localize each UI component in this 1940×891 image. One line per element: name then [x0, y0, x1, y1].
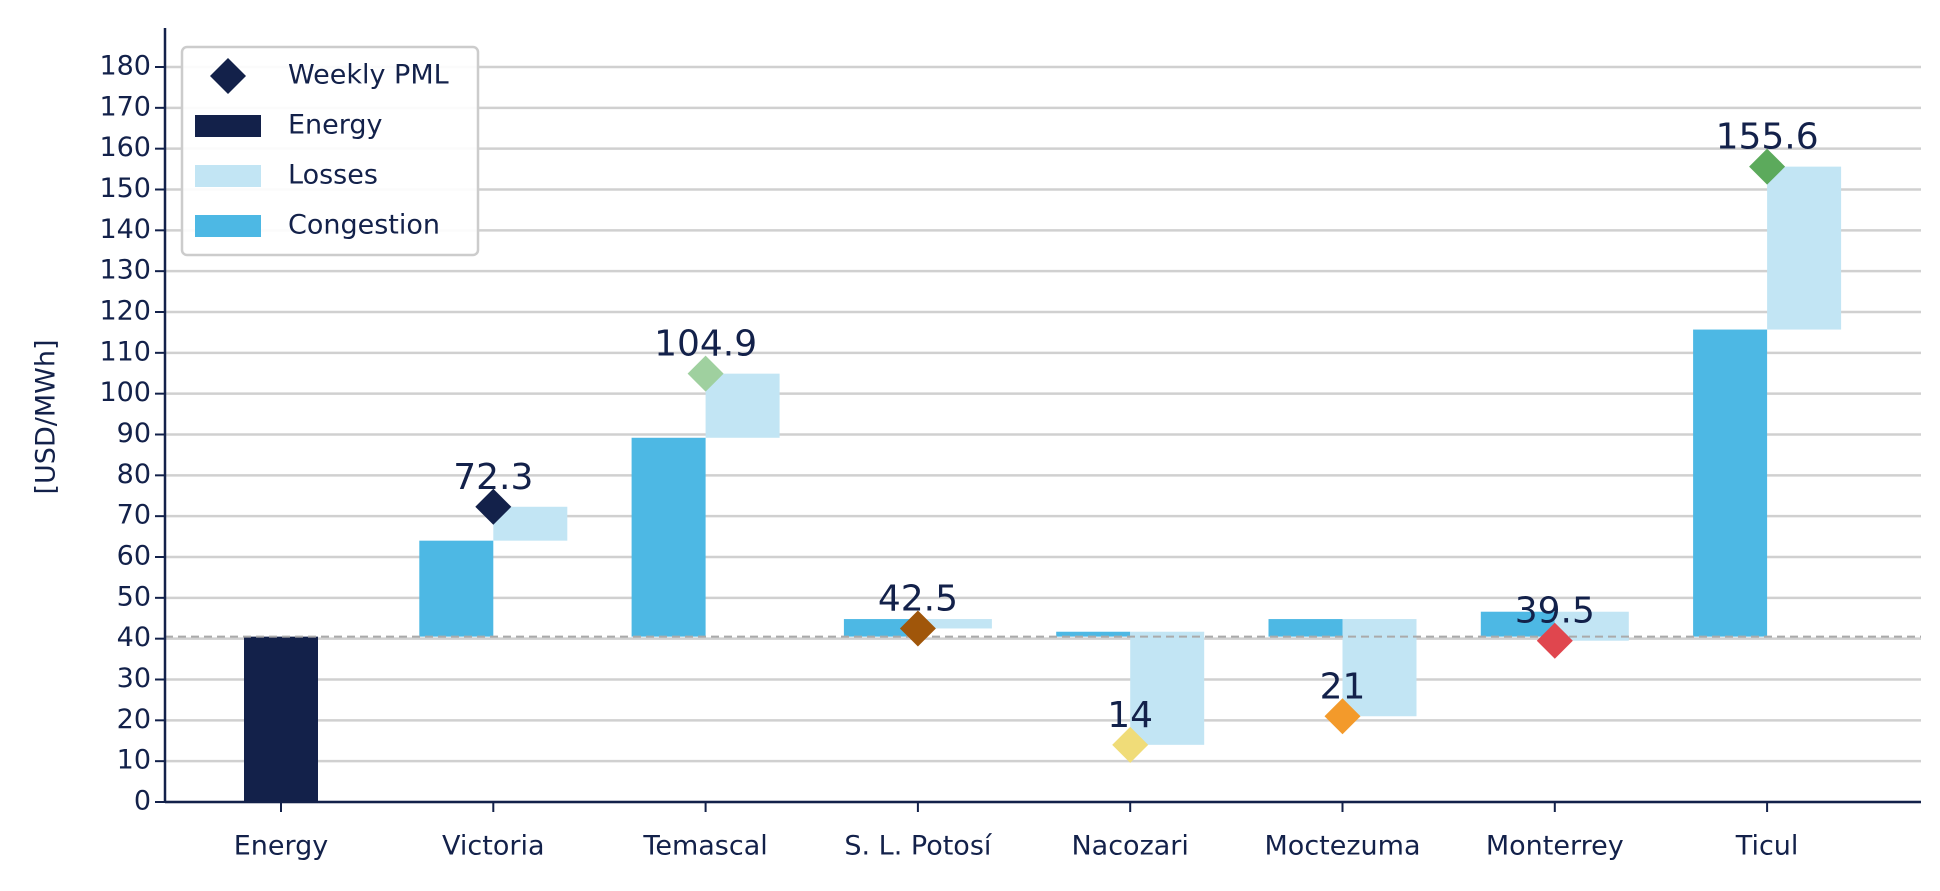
losses-bar [1767, 166, 1842, 330]
y-tick-label: 180 [99, 51, 151, 82]
congestion-bar [631, 437, 706, 637]
pml-marker [899, 610, 936, 647]
x-tick-label: Temascal [642, 831, 767, 862]
energy-bar [244, 636, 318, 802]
y-tick-label: 70 [117, 500, 151, 531]
data-label: 39.5 [1515, 591, 1595, 632]
legend-label: Losses [288, 160, 378, 191]
y-tick-label: 0 [134, 786, 151, 817]
legend-marker [210, 58, 246, 94]
legend-swatch [195, 215, 261, 237]
losses-bar [1130, 631, 1205, 745]
y-tick-label: 150 [99, 173, 151, 204]
pml-marker [687, 355, 724, 392]
y-tick-label: 110 [99, 336, 151, 367]
y-tick-label: 90 [117, 418, 151, 449]
congestion-bar [1693, 329, 1768, 637]
legend-box [180, 45, 480, 257]
data-label: 104.9 [654, 324, 757, 365]
legend-label: Weekly PML [288, 60, 449, 91]
legend-label: Congestion [288, 210, 440, 241]
y-tick-label: 130 [99, 255, 151, 286]
congestion-bar [843, 619, 918, 637]
y-tick-label: 120 [99, 296, 151, 327]
x-tick-label: Ticul [1735, 831, 1799, 862]
y-tick-label: 140 [99, 214, 151, 245]
pml-marker [1536, 622, 1573, 659]
data-label: 155.6 [1716, 117, 1819, 158]
data-label: 42.5 [878, 578, 958, 619]
legend-swatch [195, 165, 261, 187]
y-tick-label: 60 [117, 541, 151, 572]
losses-bar [705, 373, 780, 438]
y-tick-label: 30 [117, 663, 151, 694]
y-axis-label: [USD/MWh] [31, 340, 62, 495]
congestion-bar [419, 540, 494, 637]
congestion-bar [1480, 611, 1555, 637]
y-tick-label: 50 [117, 581, 151, 612]
y-tick-label: 170 [99, 91, 151, 122]
x-tick-label: S. L. Potosí [844, 831, 993, 862]
losses-bar [1342, 619, 1417, 717]
pml-marker [475, 488, 512, 525]
x-tick-label: Energy [234, 831, 329, 862]
y-tick-label: 40 [117, 622, 151, 653]
legend-swatch [195, 115, 261, 137]
x-tick-label: Victoria [442, 831, 544, 862]
legend-label: Energy [288, 110, 383, 141]
data-label: 72.3 [453, 457, 533, 498]
y-tick-label: 10 [117, 745, 151, 776]
losses-bar [917, 619, 992, 629]
x-tick-label: Nacozari [1071, 831, 1188, 862]
y-tick-label: 100 [99, 377, 151, 408]
pml-marker [1749, 148, 1786, 185]
legend: Weekly PML Energy Losses Congestion [180, 45, 480, 257]
congestion-bar [1056, 631, 1131, 637]
y-tick-label: 80 [117, 459, 151, 490]
x-tick-label: Moctezuma [1265, 831, 1421, 862]
y-tick-label: 20 [117, 704, 151, 735]
pml-marker [1112, 726, 1149, 763]
y-tick-label: 160 [99, 132, 151, 163]
data-label: 21 [1320, 666, 1366, 707]
data-label: 14 [1107, 695, 1153, 736]
pml-marker [1324, 698, 1361, 735]
congestion-bar [1268, 619, 1343, 637]
x-tick-label: Monterrey [1486, 831, 1624, 862]
